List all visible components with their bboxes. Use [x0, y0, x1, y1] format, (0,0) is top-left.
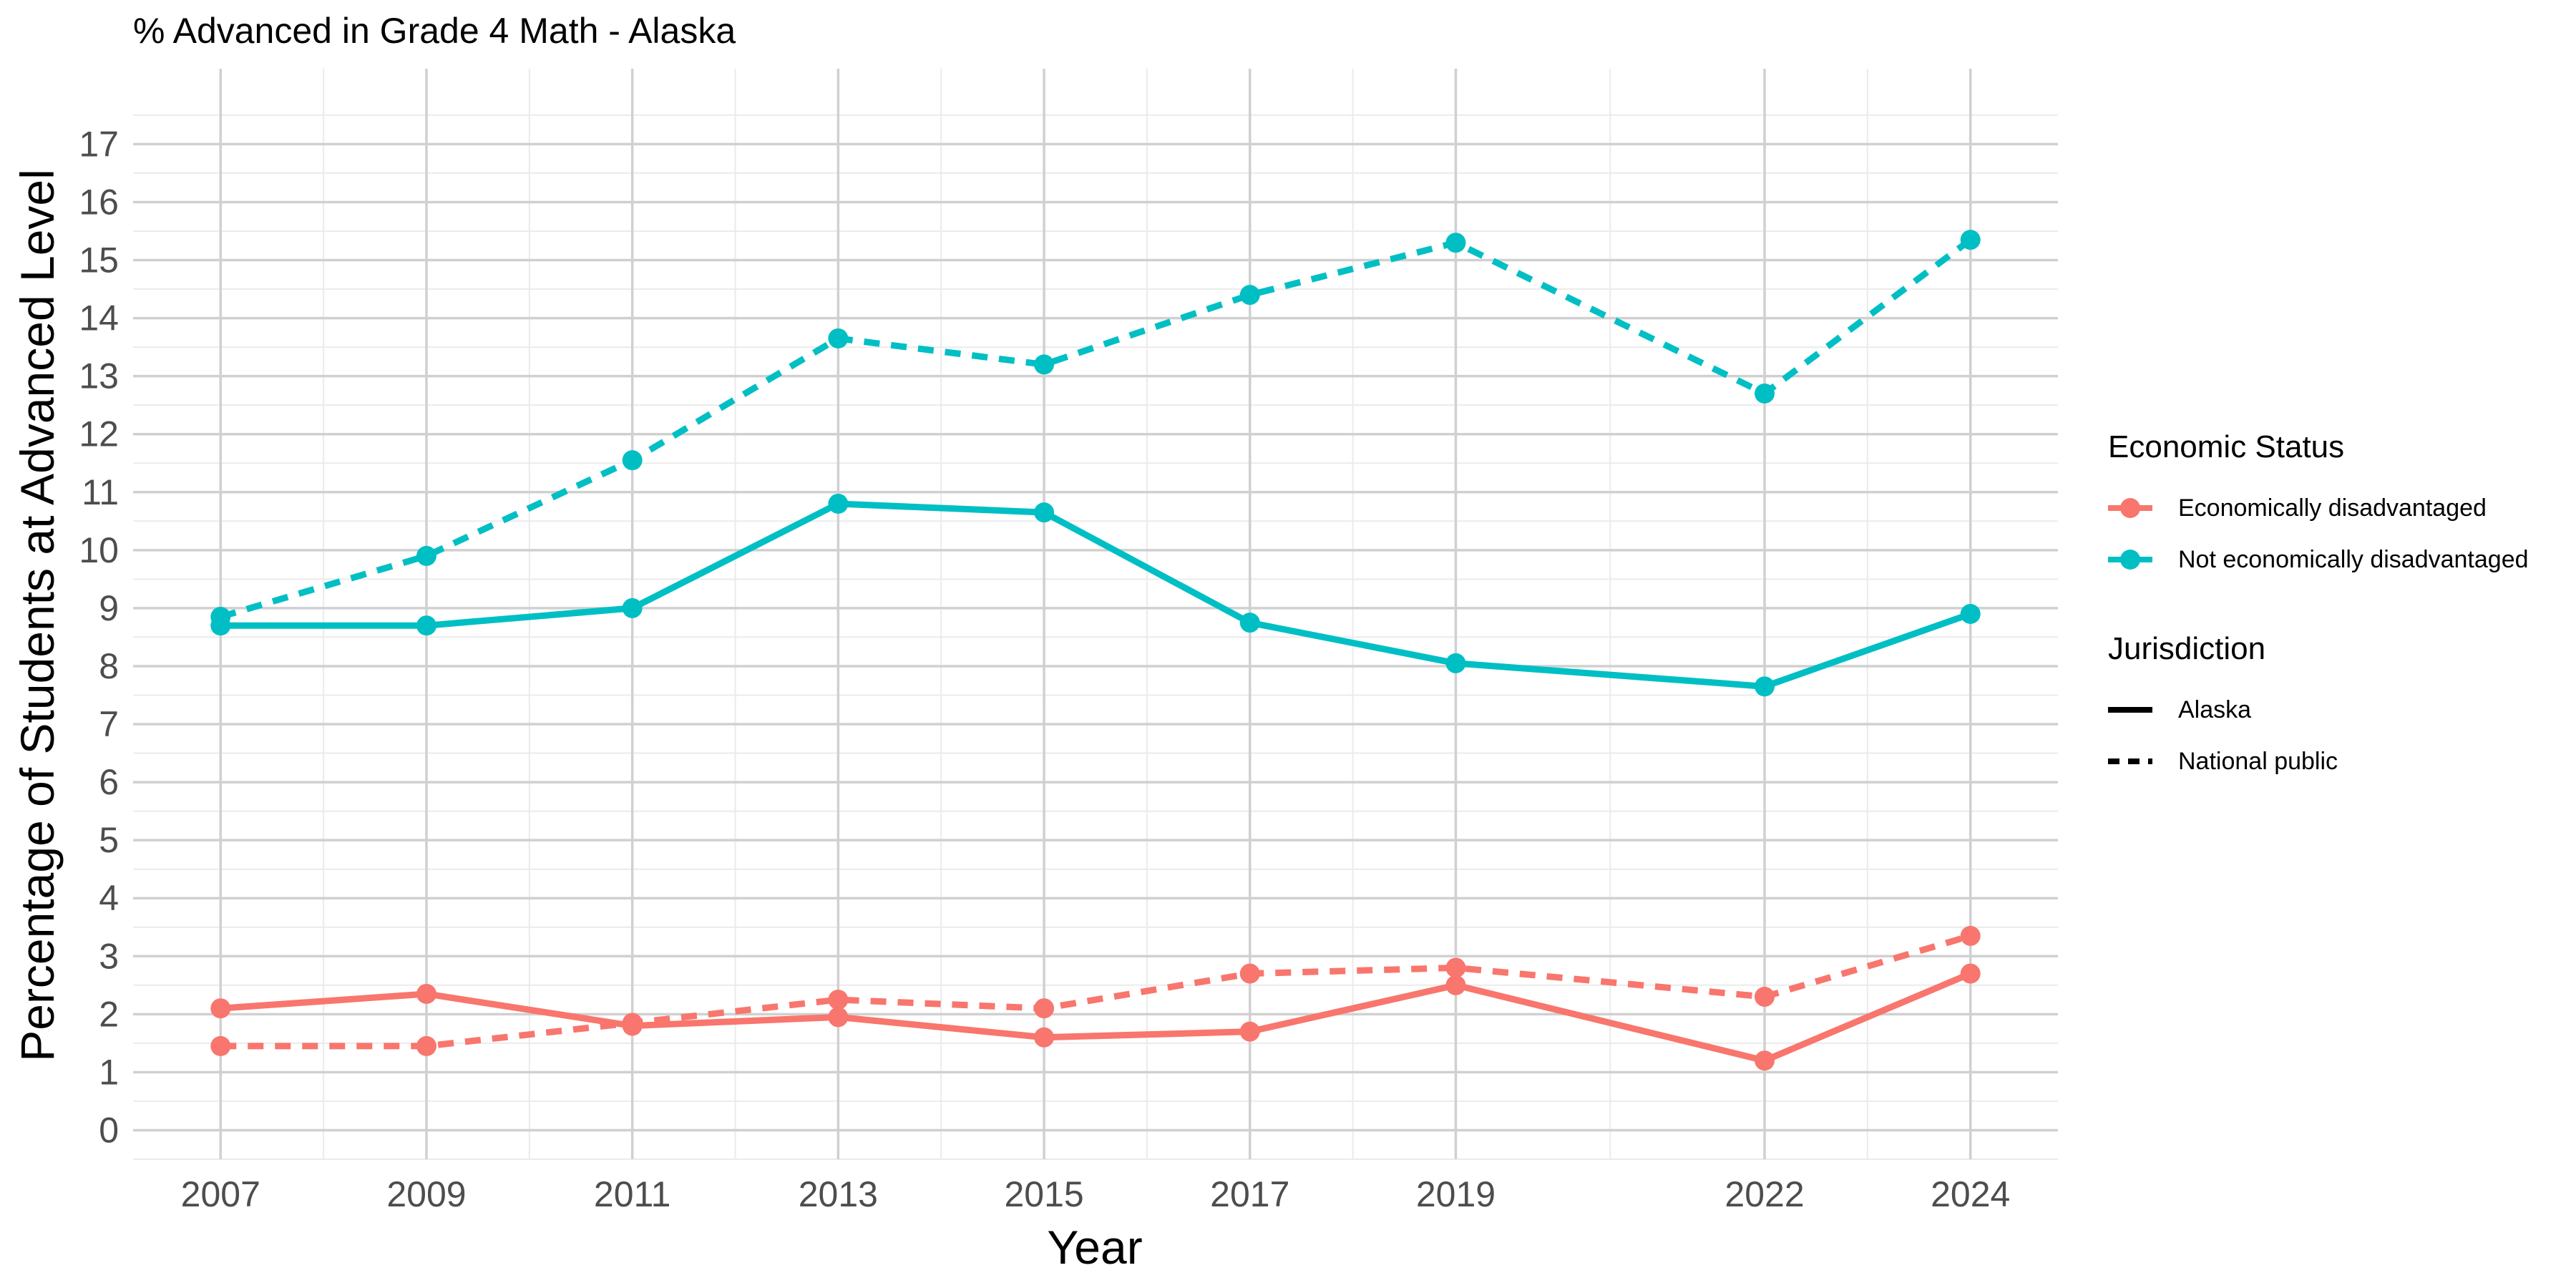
data-point: [1755, 383, 1775, 404]
data-point: [828, 328, 849, 348]
legend-key-teal: [2108, 550, 2152, 570]
y-tick-label: 17: [79, 124, 119, 164]
data-point: [622, 597, 643, 618]
data-point: [1239, 285, 1260, 306]
minor-gridlines: [133, 69, 2058, 1160]
legend-label: National public: [2178, 747, 2338, 775]
y-tick-label: 15: [79, 240, 119, 280]
data-point: [1445, 975, 1466, 995]
legend: Economic Status Economically disadvantag…: [2108, 429, 2529, 787]
legend-key-dashed: [2108, 758, 2152, 764]
series-lines: [219, 237, 1973, 1064]
legend-economic-status: Economic Status Economically disadvantag…: [2108, 429, 2529, 585]
y-tick-label: 16: [79, 182, 119, 222]
y-tick-label: 6: [99, 762, 119, 802]
series-points: [210, 230, 1981, 1071]
x-tick-label: 2019: [1416, 1174, 1496, 1214]
data-point: [416, 1035, 436, 1056]
y-tick-label: 7: [99, 704, 119, 744]
data-point: [1034, 1027, 1055, 1048]
legend-item-not-econ-disadvantaged: Not economically disadvantaged: [2108, 534, 2529, 585]
data-point: [1034, 354, 1055, 375]
legend-item-alaska: Alaska: [2108, 684, 2529, 736]
legend-title-jurisdiction: Jurisdiction: [2108, 631, 2266, 666]
series-line-0: [220, 970, 1972, 1064]
y-tick-label: 3: [99, 936, 119, 976]
y-axis-label: Percentage of Students at Advanced Level: [11, 169, 64, 1062]
data-point: [1755, 1050, 1775, 1071]
data-point: [1239, 1021, 1260, 1042]
x-tick-label: 2022: [1724, 1174, 1804, 1214]
data-point: [828, 493, 849, 514]
y-tick-label: 8: [99, 646, 119, 686]
legend-jurisdiction: Jurisdiction Alaska National public: [2108, 631, 2529, 787]
data-point: [210, 998, 231, 1019]
series-line-3: [219, 237, 1973, 620]
data-point: [210, 607, 231, 628]
x-tick-label: 2017: [1210, 1174, 1289, 1214]
y-tick-label: 1: [99, 1052, 119, 1092]
y-tick-label: 0: [99, 1110, 119, 1150]
data-point: [622, 450, 643, 471]
legend-item-econ-disadvantaged: Economically disadvantaged: [2108, 482, 2529, 534]
legend-item-national-public: National public: [2108, 736, 2529, 787]
data-point: [622, 1013, 643, 1033]
x-tick-label: 2013: [799, 1174, 878, 1214]
data-point: [1034, 998, 1055, 1019]
y-tick-label: 13: [79, 356, 119, 396]
y-tick-label: 12: [79, 414, 119, 454]
y-tick-label: 11: [82, 472, 119, 512]
x-axis-tick-labels: 2007 2009 2011 2013 2015 2017 2019 2022 2024: [181, 1174, 2011, 1214]
y-tick-label: 9: [99, 588, 119, 628]
data-point: [828, 1007, 849, 1028]
data-point: [1445, 653, 1466, 673]
x-tick-label: 2011: [594, 1174, 671, 1214]
data-point: [210, 1035, 231, 1056]
data-point: [828, 990, 849, 1010]
legend-key-salmon: [2108, 498, 2152, 518]
y-tick-label: 4: [99, 878, 119, 918]
data-point: [1755, 987, 1775, 1008]
data-point: [416, 545, 436, 566]
data-point: [1445, 233, 1466, 253]
data-point: [1239, 963, 1260, 984]
data-point: [416, 983, 436, 1004]
legend-label: Economically disadvantaged: [2178, 494, 2487, 522]
y-tick-label: 10: [79, 530, 119, 570]
series-line-1: [220, 932, 1972, 1050]
data-point: [1034, 502, 1055, 523]
data-point: [1755, 676, 1775, 697]
y-tick-label: 14: [79, 298, 119, 338]
x-tick-label: 2009: [386, 1174, 466, 1214]
y-tick-label: 2: [99, 994, 119, 1034]
legend-title-economic-status: Economic Status: [2108, 429, 2345, 464]
chart-title: % Advanced in Grade 4 Math - Alaska: [133, 11, 736, 51]
y-tick-label: 5: [99, 820, 119, 860]
legend-label: Not economically disadvantaged: [2178, 545, 2529, 573]
data-point: [1960, 925, 1981, 946]
legend-key-solid: [2108, 707, 2152, 713]
data-point: [1960, 230, 1981, 250]
x-axis-label: Year: [1047, 1221, 1143, 1274]
data-point: [1960, 604, 1981, 624]
data-point: [1445, 957, 1466, 978]
data-point: [1960, 963, 1981, 984]
data-point: [1239, 613, 1260, 633]
legend-label: Alaska: [2178, 696, 2252, 723]
x-tick-label: 2015: [1004, 1174, 1083, 1214]
x-tick-label: 2024: [1931, 1174, 2010, 1214]
x-tick-label: 2007: [181, 1174, 260, 1214]
data-point: [416, 615, 436, 636]
